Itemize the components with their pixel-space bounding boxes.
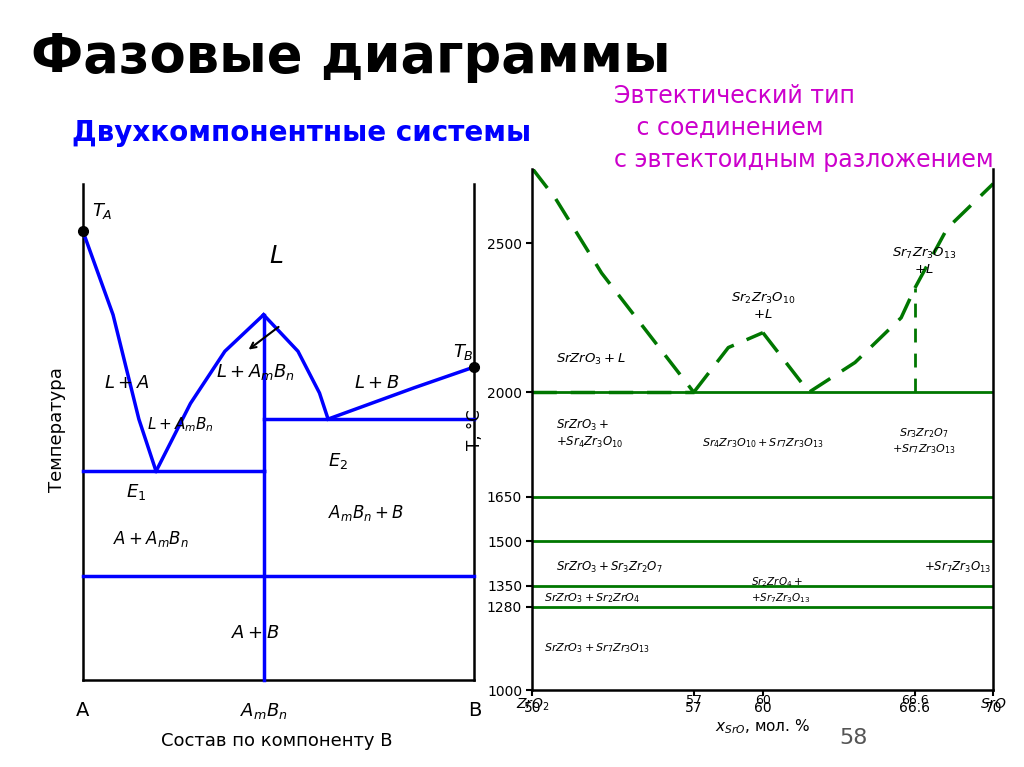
- Text: $+ Sr_7Zr_3O_{13}$: $+ Sr_7Zr_3O_{13}$: [924, 560, 991, 575]
- Text: $A_mB_n$: $A_mB_n$: [240, 701, 288, 721]
- Text: $A+B$: $A+B$: [230, 624, 280, 642]
- Text: $SrZrO_3 + Sr_3Zr_2O_7$: $SrZrO_3 + Sr_3Zr_2O_7$: [555, 560, 663, 575]
- X-axis label: $x_{SrO}$, мол. %: $x_{SrO}$, мол. %: [716, 717, 810, 736]
- Text: $A_mB_n+B$: $A_mB_n+B$: [328, 503, 404, 523]
- Text: $L+ A_mB_n$: $L+ A_mB_n$: [147, 416, 214, 434]
- Text: $SrZrO_3 + Sr_7Zr_3O_{13}$: $SrZrO_3 + Sr_7Zr_3O_{13}$: [544, 641, 650, 655]
- Text: $T_A$: $T_A$: [91, 201, 113, 221]
- Text: $Sr_2Zr_3O_{10}$
$+ L$: $Sr_2Zr_3O_{10}$ $+ L$: [731, 291, 795, 321]
- Text: Температура: Температура: [48, 367, 67, 492]
- Text: Состав по компоненту В: Состав по компоненту В: [161, 732, 392, 750]
- Text: $L+ A$: $L+ A$: [104, 374, 150, 392]
- Text: $L+ B$: $L+ B$: [354, 374, 399, 392]
- Text: $E_1$: $E_1$: [126, 482, 146, 502]
- Text: 60: 60: [755, 693, 771, 706]
- Text: B: B: [468, 701, 481, 719]
- Text: $L+ A_mB_n$: $L+ A_mB_n$: [216, 362, 295, 383]
- Text: Двухкомпонентные системы: Двухкомпонентные системы: [72, 119, 530, 147]
- Text: 57: 57: [686, 693, 701, 706]
- Text: $ZrO_2$: $ZrO_2$: [516, 696, 549, 713]
- Text: $E_2$: $E_2$: [328, 451, 348, 471]
- Y-axis label: T, °C: T, °C: [466, 409, 484, 450]
- Text: $SrO$: $SrO$: [980, 697, 1007, 711]
- Text: 58: 58: [840, 728, 868, 748]
- Text: $SrZrO_3 + Sr_2ZrO_4$: $SrZrO_3 + Sr_2ZrO_4$: [544, 591, 640, 604]
- Text: $T_B$: $T_B$: [453, 341, 474, 361]
- Text: $SrZrO_3 + L$: $SrZrO_3 + L$: [555, 351, 626, 367]
- Text: 66.6: 66.6: [901, 693, 929, 706]
- Text: $SrZrO_3 +$
$+ Sr_4Zr_3O_{10}$: $SrZrO_3 +$ $+ Sr_4Zr_3O_{10}$: [555, 417, 623, 450]
- Text: A: A: [76, 701, 90, 719]
- Text: $Sr_4Zr_3O_{10}+Sr_7Zr_3O_{13}$: $Sr_4Zr_3O_{10}+Sr_7Zr_3O_{13}$: [702, 436, 823, 449]
- Text: $Sr_2ZrO_4 +$
$+ Sr_7Zr_3O_{13}$: $Sr_2ZrO_4 +$ $+ Sr_7Zr_3O_{13}$: [752, 575, 811, 604]
- Text: Фазовые диаграммы: Фазовые диаграммы: [31, 31, 671, 83]
- Text: $A+A_mB_n$: $A+A_mB_n$: [113, 529, 188, 549]
- Text: $Sr_3Zr_2O_7$
$+ Sr_7Zr_3O_{13}$: $Sr_3Zr_2O_7$ $+ Sr_7Zr_3O_{13}$: [892, 426, 956, 456]
- Text: $Sr_7Zr_3O_{13}$
$+ L$: $Sr_7Zr_3O_{13}$ $+ L$: [892, 246, 956, 276]
- Text: $L$: $L$: [269, 244, 284, 268]
- Text: Эвтектический тип
   с соединением
с эвтектоидным разложением: Эвтектический тип с соединением с эвтект…: [614, 84, 994, 172]
